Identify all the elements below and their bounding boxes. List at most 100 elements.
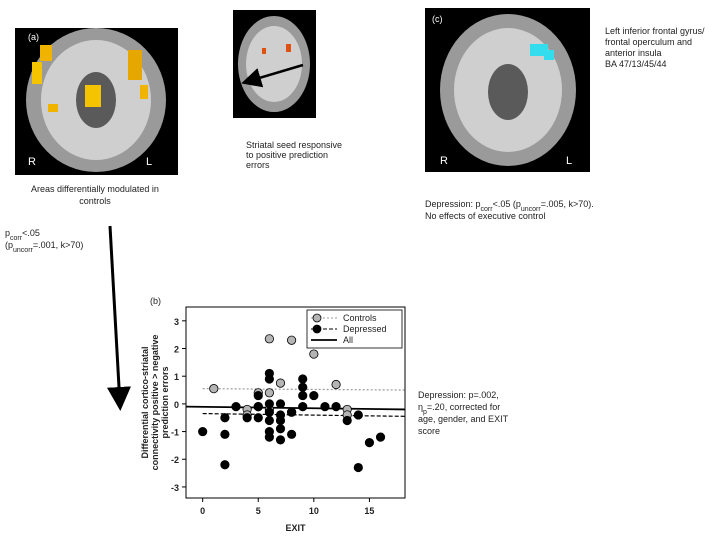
brain-image-a — [15, 28, 178, 175]
stats-line: (puncorr=.001, k>70) — [5, 240, 83, 254]
y-axis-label: Differential cortico-striatal — [140, 346, 150, 458]
data-point — [353, 462, 363, 473]
data-point — [298, 402, 308, 412]
data-point — [375, 432, 386, 442]
data-point — [264, 407, 274, 417]
text-segment: age, gender, and EXIT — [418, 414, 509, 424]
hemisphere-label: L — [566, 155, 572, 167]
x-tick-label: 15 — [364, 506, 374, 516]
data-point — [264, 388, 274, 398]
arrow — [241, 63, 304, 88]
caption-line: errors — [246, 160, 270, 170]
text-segment: No effects of executive control — [425, 211, 545, 221]
stats-line: Depression: pcorr<.05 (puncorr=.005, k>7… — [425, 199, 594, 213]
stats-line: age, gender, and EXIT — [418, 414, 509, 424]
data-point — [264, 374, 274, 384]
caption-line: controls — [79, 196, 111, 206]
data-point — [353, 410, 363, 420]
text-segment: =.20, corrected for — [427, 402, 500, 412]
data-point — [220, 413, 230, 423]
caption-line: BA 47/13/45/44 — [605, 59, 667, 69]
text-segment: η — [418, 402, 423, 412]
legend-label: All — [343, 335, 353, 345]
data-point — [298, 382, 308, 392]
data-point — [242, 413, 252, 423]
text-segment: <.05 (p — [493, 199, 521, 209]
caption-line: Striatal seed responsive — [246, 140, 342, 150]
text-segment: <.05 — [22, 228, 40, 238]
text-segment: Depression: p=.002, — [418, 390, 499, 400]
stats-line: pcorr<.05 — [5, 228, 40, 242]
data-point — [331, 379, 341, 390]
hemisphere-label: L — [146, 156, 152, 168]
panel-label: (c) — [432, 14, 443, 24]
legend-label: Depressed — [343, 324, 387, 334]
data-point — [264, 432, 274, 442]
data-point — [287, 335, 297, 345]
y-tick-label: 1 — [174, 372, 179, 382]
data-point — [309, 390, 319, 401]
x-tick-label: 0 — [200, 506, 205, 516]
text-segment: Depression: p — [425, 199, 481, 209]
y-tick-label: 0 — [174, 400, 179, 410]
caption-line: Left inferior frontal gyrus/ — [605, 26, 705, 36]
text-segment: =.001, k>70) — [33, 240, 84, 250]
data-point — [287, 407, 297, 417]
data-point — [320, 402, 330, 412]
legend-marker — [312, 324, 322, 334]
y-tick-label: 2 — [174, 345, 179, 355]
data-point — [331, 402, 341, 412]
text-segment: p — [5, 228, 10, 238]
data-point — [253, 413, 263, 423]
plot-frame — [185, 306, 406, 499]
legend-marker — [312, 313, 322, 323]
y-tick-label: -3 — [171, 483, 179, 493]
panel-label: (b) — [150, 296, 161, 306]
subscript: uncorr — [13, 247, 34, 254]
brain-image-seed — [233, 10, 316, 118]
data-point — [287, 429, 297, 439]
y-axis-label: prediction errors — [160, 366, 170, 438]
y-tick-label: -2 — [171, 455, 179, 465]
data-point — [264, 334, 274, 344]
data-point — [198, 426, 208, 437]
data-point — [264, 399, 274, 409]
hemisphere-label: R — [440, 155, 448, 167]
subscript: corr — [481, 206, 494, 213]
x-tick-label: 5 — [256, 506, 261, 516]
data-point — [264, 415, 274, 426]
panel-label: (a) — [28, 32, 39, 42]
text-segment: =.005, k>70). — [541, 199, 594, 209]
data-point — [342, 415, 352, 426]
subscript: p — [423, 409, 427, 416]
caption-line: anterior insula — [605, 48, 662, 58]
data-point — [253, 390, 263, 401]
stats-line: No effects of executive control — [425, 211, 545, 221]
brain-image-c — [425, 8, 590, 172]
data-point — [275, 399, 286, 409]
data-point — [253, 402, 263, 412]
stats-line: Depression: p=.002, — [418, 390, 499, 400]
caption-line: frontal operculum and — [605, 37, 692, 47]
data-point — [220, 460, 230, 470]
data-point — [220, 429, 230, 439]
data-point — [209, 384, 219, 394]
data-point — [275, 435, 286, 445]
x-tick-label: 10 — [309, 506, 319, 516]
text-segment: score — [418, 426, 440, 436]
caption-line: Areas differentially modulated in — [31, 184, 159, 194]
hemisphere-label: R — [28, 156, 36, 168]
x-axis-label: EXIT — [285, 523, 306, 533]
data-point — [275, 424, 286, 434]
stats-line: score — [418, 426, 440, 436]
y-axis-label: connectivity positive > negative — [150, 335, 160, 471]
subscript: uncorr — [521, 206, 542, 213]
subscript: corr — [10, 235, 23, 242]
caption-line: to positive prediction — [246, 150, 328, 160]
data-point — [309, 349, 319, 359]
legend-label: Controls — [343, 313, 377, 323]
arrow — [107, 225, 131, 411]
data-point — [298, 390, 308, 401]
legend-box — [306, 309, 403, 349]
data-point — [231, 402, 241, 412]
